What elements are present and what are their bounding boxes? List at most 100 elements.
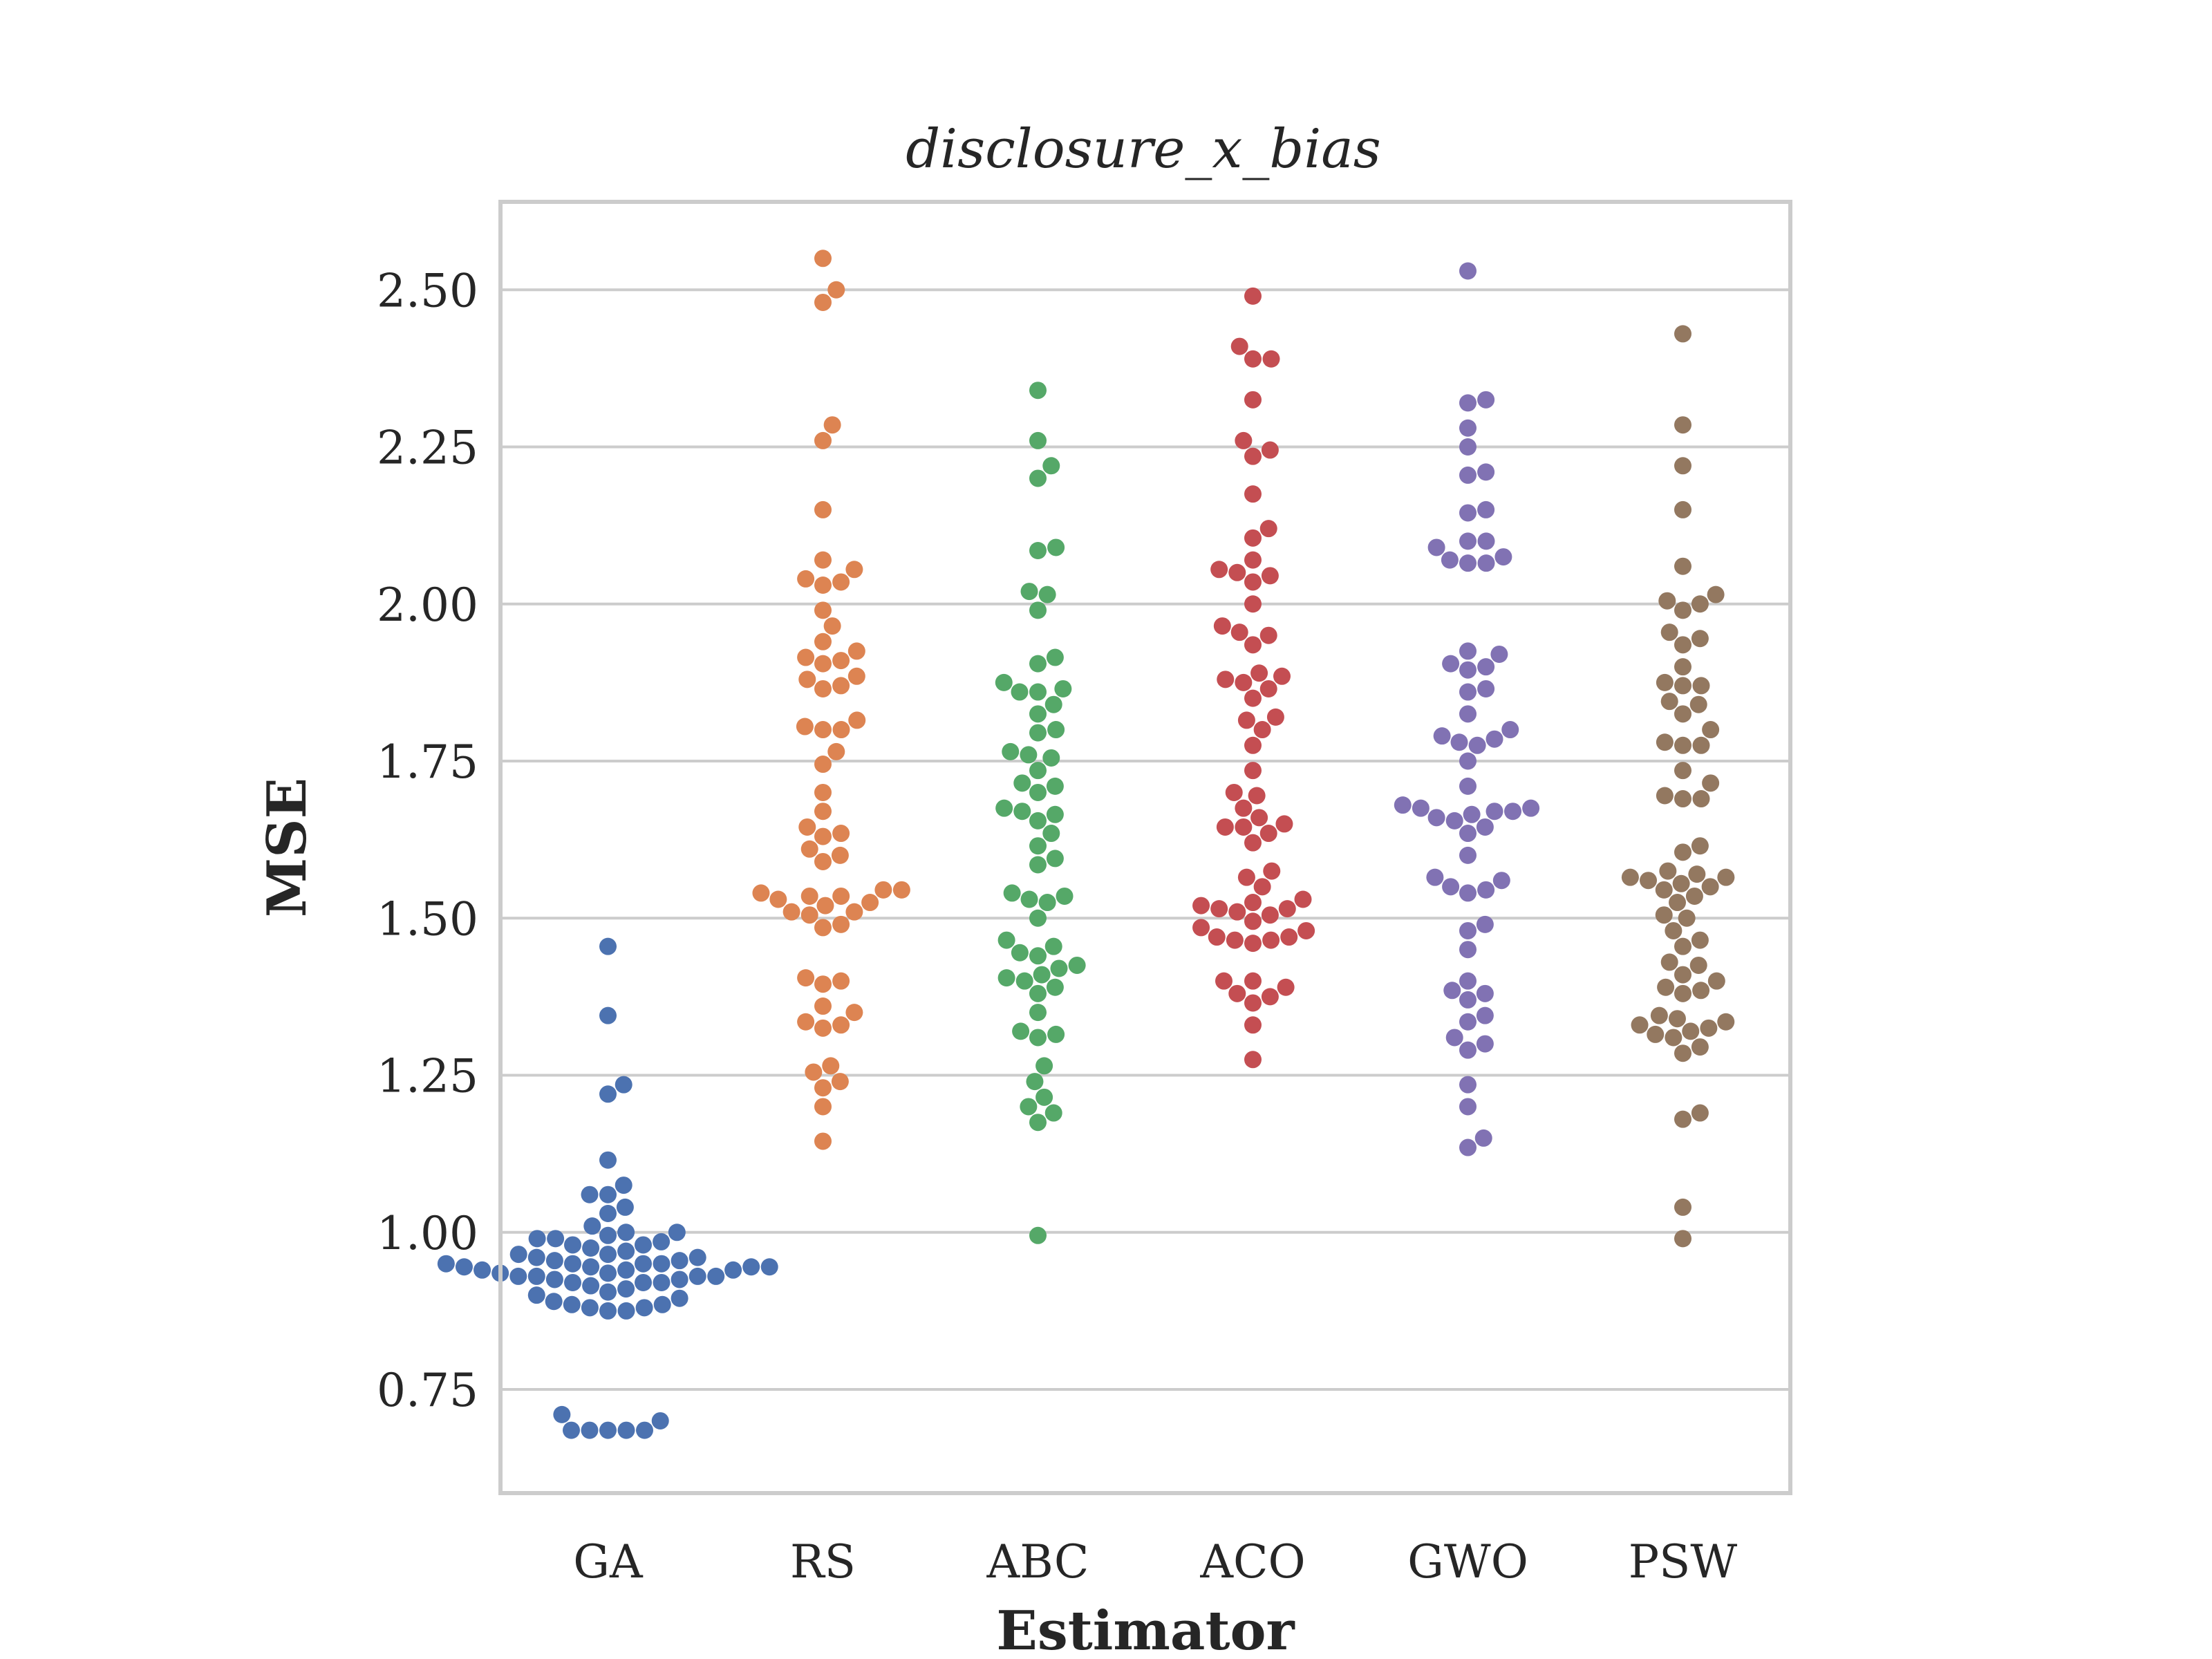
data-point-abc <box>1035 1088 1053 1106</box>
data-point-ga <box>617 1302 635 1320</box>
data-point-aco <box>1262 931 1280 949</box>
data-point-abc <box>1029 1226 1047 1244</box>
data-point-abc <box>1029 541 1047 559</box>
data-point-ga <box>527 1286 545 1304</box>
data-point-psw <box>1702 774 1720 792</box>
data-point-psw <box>1707 972 1725 990</box>
data-point-ga <box>688 1248 706 1266</box>
data-point-psw <box>1678 909 1696 927</box>
data-point-ga <box>563 1295 581 1313</box>
data-point-ga <box>437 1255 455 1273</box>
data-point-gwo <box>1427 538 1445 556</box>
data-point-ga <box>564 1236 582 1254</box>
data-point-psw <box>1691 1104 1709 1122</box>
data-point-gwo <box>1476 818 1494 836</box>
data-point-aco <box>1277 978 1295 996</box>
data-point-aco <box>1259 626 1277 644</box>
data-point-abc <box>1068 956 1086 974</box>
data-point-aco <box>1244 736 1262 754</box>
data-point-abc <box>1026 1073 1044 1091</box>
data-point-abc <box>1038 585 1056 603</box>
data-point-rs <box>823 617 841 635</box>
data-point-rs <box>874 881 892 899</box>
y-tick-label: 1.25 <box>377 1050 478 1103</box>
data-point-aco <box>1228 984 1246 1002</box>
data-point-gwo <box>1477 500 1495 518</box>
data-point-aco <box>1248 787 1266 805</box>
data-point-abc <box>1050 959 1068 977</box>
data-point-gwo <box>1445 812 1463 830</box>
data-point-ga <box>599 1151 617 1169</box>
data-point-ga <box>653 1232 671 1250</box>
data-point-aco <box>1237 711 1255 729</box>
data-point-gwo <box>1459 846 1477 864</box>
data-point-ga <box>617 1224 635 1241</box>
data-point-aco <box>1259 520 1277 538</box>
data-point-ga <box>563 1421 580 1439</box>
data-point-aco <box>1259 679 1277 697</box>
data-point-aco <box>1192 897 1210 915</box>
data-point-abc <box>1029 909 1047 927</box>
y-tick-label: 2.25 <box>377 422 478 475</box>
y-tick-label: 1.75 <box>377 735 478 789</box>
data-point-psw <box>1674 658 1691 676</box>
data-point-aco <box>1235 799 1253 817</box>
data-point-ga <box>527 1267 545 1285</box>
data-point-gwo <box>1476 1006 1494 1024</box>
data-point-ga <box>583 1217 601 1235</box>
data-point-rs <box>797 1013 815 1031</box>
data-point-abc <box>1054 679 1072 697</box>
data-point-psw <box>1692 982 1710 1000</box>
data-point-ga <box>547 1230 565 1248</box>
data-point-gwo <box>1459 504 1477 522</box>
data-point-rs <box>845 561 863 579</box>
data-point-rs <box>823 416 841 434</box>
data-point-rs <box>814 601 832 619</box>
data-point-psw <box>1674 736 1691 754</box>
data-point-psw <box>1674 557 1691 575</box>
data-point-aco <box>1250 809 1268 827</box>
data-point-rs <box>800 906 818 924</box>
data-point-abc <box>1029 1029 1047 1047</box>
data-point-rs <box>814 827 832 845</box>
data-point-psw <box>1674 843 1691 861</box>
data-point-gwo <box>1476 1035 1494 1053</box>
data-point-abc <box>1029 1114 1047 1132</box>
data-point-psw <box>1691 630 1709 648</box>
data-point-abc <box>1029 705 1047 723</box>
data-point-psw <box>1674 1044 1691 1062</box>
data-point-aco <box>1294 890 1312 908</box>
data-point-ga <box>509 1267 527 1285</box>
data-point-rs <box>814 679 832 697</box>
data-point-ga <box>599 1226 617 1244</box>
data-point-aco <box>1244 636 1262 654</box>
data-point-ga <box>528 1230 546 1248</box>
data-point-gwo <box>1459 1098 1477 1116</box>
data-point-psw <box>1674 457 1691 475</box>
data-point-aco <box>1235 673 1253 691</box>
data-point-abc <box>1046 978 1064 996</box>
data-point-abc <box>1029 762 1047 780</box>
data-point-psw <box>1656 673 1674 691</box>
data-point-psw <box>1674 937 1691 955</box>
data-point-psw <box>1674 762 1691 780</box>
x-tick-label: GA <box>573 1535 644 1588</box>
data-point-aco <box>1278 900 1296 918</box>
data-point-rs <box>798 818 816 836</box>
data-point-rs <box>827 742 845 760</box>
data-point-gwo <box>1459 1076 1477 1094</box>
data-point-psw <box>1685 887 1703 905</box>
data-point-ga <box>599 1204 617 1222</box>
data-point-psw <box>1674 677 1691 695</box>
data-point-ga <box>653 1295 671 1313</box>
data-point-abc <box>1029 856 1047 874</box>
data-point-gwo <box>1476 984 1494 1002</box>
data-point-aco <box>1230 337 1248 355</box>
data-point-rs <box>800 840 818 858</box>
data-point-aco <box>1244 573 1262 591</box>
data-point-abc <box>1029 601 1047 619</box>
data-point-psw <box>1702 721 1720 739</box>
y-axis-label: MSE <box>256 778 319 917</box>
data-point-abc <box>1029 783 1047 801</box>
data-point-rs <box>797 969 815 987</box>
